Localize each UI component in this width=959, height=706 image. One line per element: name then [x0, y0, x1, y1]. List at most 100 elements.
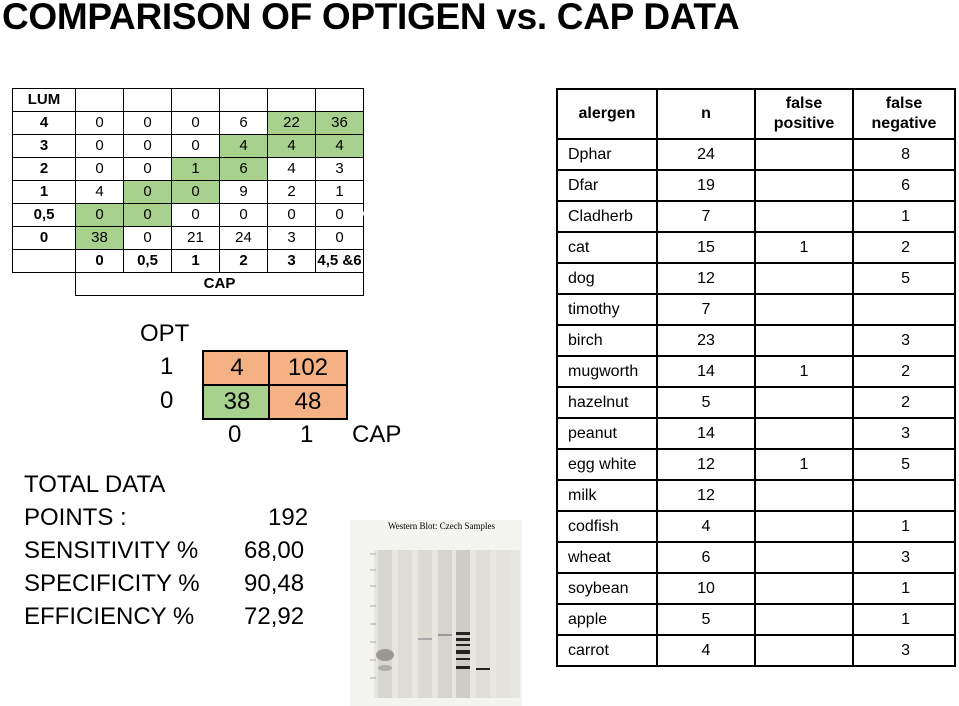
column-header: 0,5 — [123, 249, 172, 273]
table-cell: 24 — [219, 226, 268, 250]
table-cell — [754, 479, 854, 512]
table-cell: 1 — [754, 231, 854, 264]
table-cell: 0 — [315, 226, 364, 250]
column-header: false negative — [852, 88, 956, 140]
table-cell: timothy — [556, 293, 658, 326]
table-cell: 19 — [656, 169, 756, 202]
table-cell: 6 — [219, 157, 268, 181]
table-cell: 6 — [219, 111, 268, 135]
table-cell — [75, 88, 124, 112]
table-row: soybean 10 1 — [556, 572, 956, 605]
column-header: false positive — [754, 88, 854, 140]
lum-corner: LUM — [12, 88, 76, 112]
total-value: 192 — [268, 504, 309, 531]
opt-row-label: 0 — [160, 387, 174, 414]
table-cell: 21 — [171, 226, 220, 250]
table-row: 3 0 0 0 4 4 4 — [12, 134, 364, 158]
table-cell: 4 — [267, 157, 316, 181]
table-cell: carrot — [556, 634, 658, 667]
table-cell: apple — [556, 603, 658, 636]
table-cell — [754, 541, 854, 574]
table-cell: 4 — [75, 180, 124, 204]
table-cell: 9 — [219, 180, 268, 204]
column-header: 0 — [75, 249, 124, 273]
table-cell: 2 — [852, 355, 956, 388]
table-cell: mugworth — [556, 355, 658, 388]
table-row: 1 4 0 0 9 2 1 — [12, 180, 364, 204]
table-cell: 0 — [123, 134, 172, 158]
table-row: milk 12 — [556, 479, 956, 512]
table-cell: 0 — [171, 111, 220, 135]
cap-col-label: 1 — [300, 421, 314, 448]
table-cell — [267, 88, 316, 112]
allergen-table-body: Dphar 24 8 Dfar 19 6 Cladherb 7 1 cat 15 1 2 dog 12 5 ti… — [556, 138, 956, 667]
table-cell — [754, 510, 854, 543]
matrix-cell: 38 — [202, 384, 272, 420]
matrix-cell: 102 — [268, 350, 348, 386]
column-header: alergen — [556, 88, 658, 140]
table-cell: 14 — [656, 355, 756, 388]
table-cell: 4 — [656, 510, 756, 543]
cap-axis-label: CAP — [352, 421, 402, 448]
table-cell: 3 — [852, 634, 956, 667]
table-cell: 14 — [656, 417, 756, 450]
table-cell: 0 — [123, 203, 172, 227]
sensitivity-label: SENSITIVITY % — [24, 537, 199, 564]
row-label: 0 — [12, 226, 76, 250]
table-row: cat 15 1 2 — [556, 231, 956, 264]
table-cell — [219, 88, 268, 112]
table-cell: 38 — [75, 226, 124, 250]
table-row: 0 0,5 1 2 3 4,5 &6 — [12, 249, 364, 273]
table-cell: Dfar — [556, 169, 658, 202]
table-cell — [754, 417, 854, 450]
table-row: LUM — [12, 88, 364, 112]
table-cell: 4 — [219, 134, 268, 158]
table-row: codfish 4 1 — [556, 510, 956, 543]
table-row: mugworth 14 1 2 — [556, 355, 956, 388]
opt-axis-label: OPT — [140, 320, 190, 347]
table-cell: 4 — [315, 134, 364, 158]
table-cell: 1 — [852, 572, 956, 605]
total-label: POINTS : — [24, 504, 127, 531]
table-cell: 4 — [267, 134, 316, 158]
matrix-cell: 4 — [202, 350, 272, 386]
table-cell: 0 — [171, 134, 220, 158]
table-cell: 2 — [852, 386, 956, 419]
table-cell: 0 — [123, 111, 172, 135]
table-cell: 0 — [171, 203, 220, 227]
table-cell: codfish — [556, 510, 658, 543]
table-cell: 7 — [656, 293, 756, 326]
table-cell: 2 — [852, 231, 956, 264]
column-header: 3 — [267, 249, 316, 273]
table-cell: 0 — [267, 203, 316, 227]
table-cell: Cladherb — [556, 200, 658, 233]
table-cell: 1 — [315, 180, 364, 204]
allergen-table: alergen n false positive false negative … — [556, 88, 956, 667]
matrix-cell: 48 — [268, 384, 348, 420]
table-cell: soybean — [556, 572, 658, 605]
table-cell: 1 — [852, 510, 956, 543]
column-header: 2 — [219, 249, 268, 273]
table-cell: 0 — [123, 157, 172, 181]
table-cell: 0 — [75, 111, 124, 135]
table-row: egg white 12 1 5 — [556, 448, 956, 481]
row-label: 2 — [12, 157, 76, 181]
table-cell — [852, 479, 956, 512]
table-cell: 0 — [123, 180, 172, 204]
table-row: hazelnut 5 2 — [556, 386, 956, 419]
page-title: COMPARISON OF OPTIGEN vs. CAP DATA — [2, 0, 740, 37]
table-cell — [315, 88, 364, 112]
table-cell: 5 — [852, 448, 956, 481]
table-cell — [754, 386, 854, 419]
table-cell — [754, 324, 854, 357]
table-cell — [171, 88, 220, 112]
table-cell — [13, 273, 76, 296]
column-header: n — [656, 88, 756, 140]
table-cell: 1 — [171, 157, 220, 181]
table-cell: 0 — [75, 157, 124, 181]
row-label: 4 — [12, 111, 76, 135]
table-cell: 5 — [852, 262, 956, 295]
western-blot-image: Western Blot: Czech Samples — [350, 520, 522, 706]
table-cell: dog — [556, 262, 658, 295]
table-cell: milk — [556, 479, 658, 512]
